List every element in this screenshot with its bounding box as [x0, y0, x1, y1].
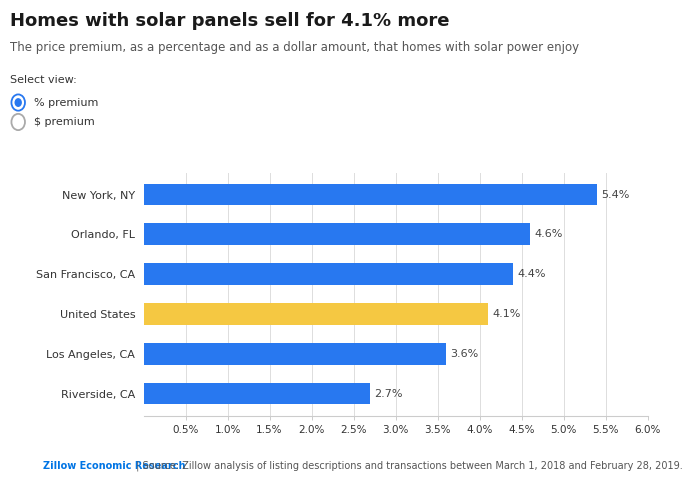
Bar	[144, 303, 488, 325]
Bar	[144, 343, 446, 364]
Text: Select view:: Select view:	[10, 75, 77, 86]
Text: 3.6%: 3.6%	[450, 349, 478, 359]
Bar	[144, 382, 370, 404]
Circle shape	[15, 98, 22, 107]
Bar	[144, 224, 530, 245]
Text: The price premium, as a percentage and as a dollar amount, that homes with solar: The price premium, as a percentage and a…	[10, 41, 580, 54]
Text: $ premium: $ premium	[34, 117, 94, 127]
Bar	[144, 263, 513, 285]
Text: % premium: % premium	[34, 98, 98, 107]
Text: | Source: Zillow analysis of listing descriptions and transactions between March: | Source: Zillow analysis of listing des…	[133, 461, 682, 471]
Text: 4.6%: 4.6%	[534, 229, 563, 239]
Text: Zillow Economic Research: Zillow Economic Research	[43, 461, 186, 471]
Text: 2.7%: 2.7%	[374, 388, 403, 399]
Text: 5.4%: 5.4%	[601, 190, 630, 200]
Bar	[144, 184, 597, 206]
Text: 4.1%: 4.1%	[492, 309, 521, 319]
Text: Homes with solar panels sell for 4.1% more: Homes with solar panels sell for 4.1% mo…	[10, 12, 450, 30]
Text: 4.4%: 4.4%	[517, 269, 546, 279]
